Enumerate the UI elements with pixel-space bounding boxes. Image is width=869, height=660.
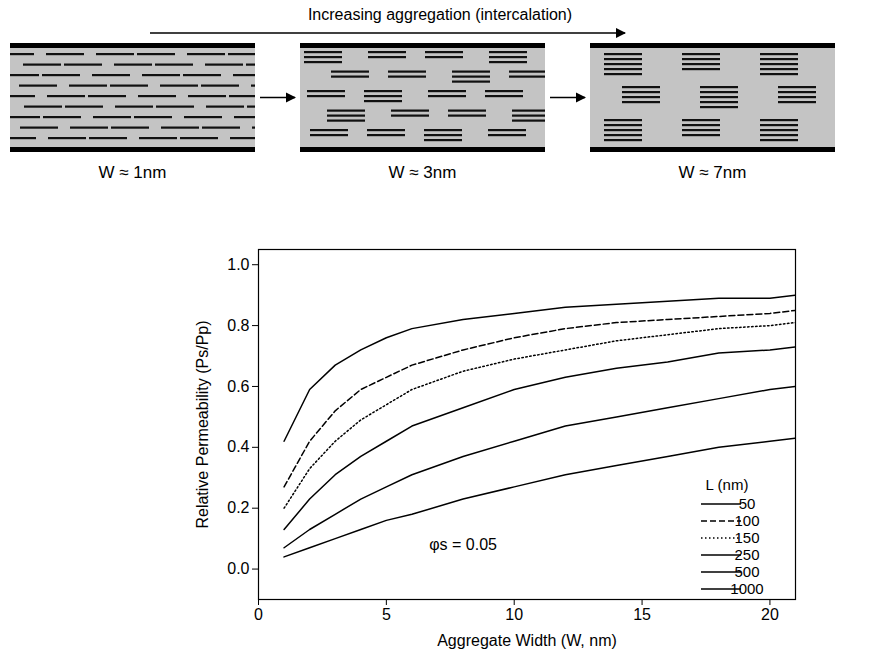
svg-text:0.8: 0.8 [227, 317, 249, 334]
svg-text:L (nm): L (nm) [706, 476, 749, 493]
svg-text:20: 20 [761, 606, 779, 623]
svg-text:Aggregate Width (W, nm): Aggregate Width (W, nm) [437, 632, 617, 649]
svg-text:1.0: 1.0 [227, 256, 249, 273]
svg-text:0: 0 [254, 606, 263, 623]
svg-text:W ≈ 7nm: W ≈ 7nm [679, 163, 747, 182]
svg-text:50: 50 [739, 495, 756, 512]
svg-text:150: 150 [734, 529, 759, 546]
svg-text:0.0: 0.0 [227, 560, 249, 577]
svg-text:Relative Permeability (Ps/Pp): Relative Permeability (Ps/Pp) [194, 320, 211, 528]
svg-text:φs = 0.05: φs = 0.05 [429, 536, 497, 553]
svg-text:5: 5 [382, 606, 391, 623]
svg-text:500: 500 [734, 563, 759, 580]
svg-text:Increasing aggregation (interc: Increasing aggregation (intercalation) [308, 6, 572, 23]
svg-text:100: 100 [734, 512, 759, 529]
svg-text:0.2: 0.2 [227, 499, 249, 516]
svg-text:0.6: 0.6 [227, 378, 249, 395]
svg-text:0.4: 0.4 [227, 438, 249, 455]
svg-text:1000: 1000 [730, 580, 763, 597]
svg-text:15: 15 [633, 606, 651, 623]
svg-text:10: 10 [505, 606, 523, 623]
svg-text:W ≈ 3nm: W ≈ 3nm [389, 163, 457, 182]
svg-text:W ≈ 1nm: W ≈ 1nm [99, 163, 167, 182]
svg-text:250: 250 [734, 546, 759, 563]
